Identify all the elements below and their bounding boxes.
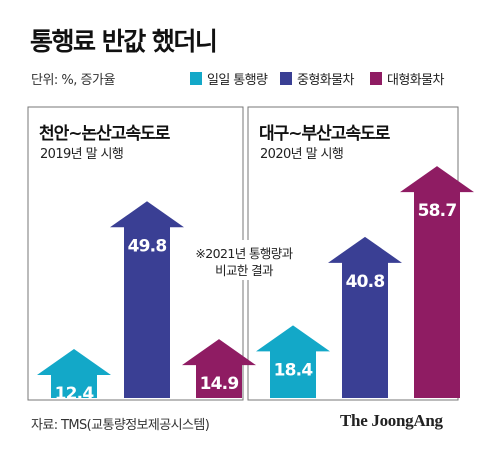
panel-title-cheonan: 천안~논산고속도로 (39, 124, 171, 144)
legend-swatch-daily-traffic (190, 71, 202, 85)
page-title: 통행료 반값 했더니 (30, 27, 218, 56)
data-label-cheonan-large-truck: 14.9 (200, 374, 239, 394)
unit-note: 단위: %, 증가율 (31, 73, 115, 88)
brand-logo: The JoongAng (340, 411, 443, 430)
bar-cheonan-daily-traffic (37, 349, 111, 398)
data-label-daegu-medium-truck: 40.8 (346, 272, 385, 292)
bar-cheonan-large-truck (182, 339, 256, 398)
source-note: 자료: TMS(교통량정보제공시스템) (31, 418, 210, 433)
legend-label-medium-truck: 중형화물차 (297, 72, 354, 88)
bar-cheonan-medium-truck (110, 201, 184, 398)
footnote-line-2: 비교한 결과 (215, 263, 274, 278)
footnote-line-1: ※2021년 통행량과 (195, 246, 293, 261)
panel-subtitle-daegu: 2020년 말 시행 (260, 146, 343, 162)
footnote-box (181, 240, 307, 280)
legend-item-medium-truck: 중형화물차 (280, 69, 354, 88)
bar-daegu-daily-traffic (256, 325, 330, 398)
legend-item-large-truck: 대형화물차 (370, 69, 444, 88)
legend-label-daily-traffic: 일일 통행량 (207, 72, 268, 88)
legend-item-daily-traffic: 일일 통행량 (190, 69, 268, 88)
legend-swatch-medium-truck (280, 71, 292, 85)
data-label-daegu-daily-traffic: 18.4 (274, 360, 314, 380)
chart-bars: 12.4 49.8 14.9 18.4 40.8 58.7 (37, 166, 474, 404)
bar-daegu-medium-truck (328, 236, 402, 398)
data-label-daegu-large-truck: 58.7 (418, 201, 457, 221)
data-label-cheonan-daily-traffic: 12.4 (55, 384, 95, 404)
legend-label-large-truck: 대형화물차 (387, 72, 444, 88)
legend-swatch-large-truck (370, 71, 382, 85)
panel-subtitle-cheonan: 2019년 말 시행 (40, 146, 123, 162)
panel-title-daegu: 대구~부산고속도로 (259, 124, 391, 144)
bar-daegu-large-truck (400, 166, 474, 398)
data-label-cheonan-medium-truck: 49.8 (128, 236, 167, 256)
